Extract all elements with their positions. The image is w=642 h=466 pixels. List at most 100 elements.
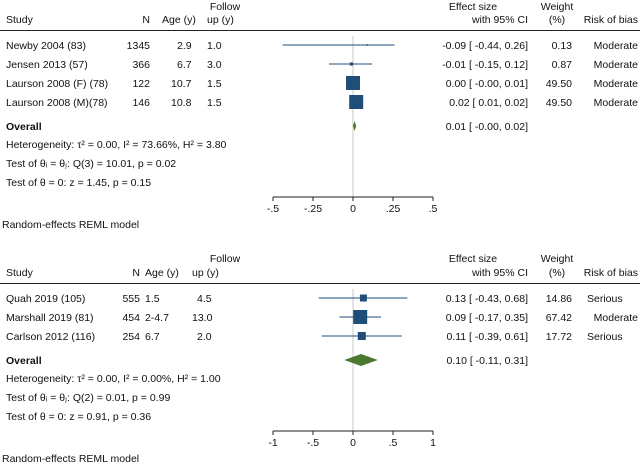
col-follow-top: Follow [209,1,241,13]
x-tick-label: -.25 [304,203,322,215]
study-bias: Serious [587,293,623,305]
study-follow: 2.0 [197,331,212,343]
col-follow-bottom: up (y) [192,267,219,279]
study-n: 122 [132,78,150,90]
col-study: Study [6,267,33,279]
col-follow-top: Follow [209,253,241,265]
col-n: N [132,267,140,279]
study-name: Laurson 2008 (M)(78) [6,97,108,109]
x-tick-label: -.5 [307,437,319,449]
study-name: Quah 2019 (105) [6,293,86,305]
x-tick-label: 0 [350,203,356,215]
x-tick-label: 0 [350,437,356,449]
study-name: Carlson 2012 (116) [6,331,96,343]
study-marker [359,294,367,302]
study-age: 6.7 [145,331,160,343]
study-n: 454 [122,312,140,324]
study-bias: Moderate [593,59,638,71]
test-theta-stat: Test of θ = 0: z = 0.91, p = 0.36 [6,411,152,423]
overall-diamond [353,121,357,131]
study-bias: Moderate [593,40,638,52]
study-marker [346,76,360,90]
test-theta-i-stat: Test of θᵢ = θⱼ: Q(2) = 0.01, p = 0.99 [6,392,171,404]
study-bias: Moderate [593,97,638,109]
study-marker [357,332,366,340]
col-bias: Risk of bias [583,267,638,279]
col-age: Age (y) [162,14,196,26]
overall-label: Overall [6,121,42,133]
heterogeneity-stat: Heterogeneity: τ² = 0.00, I² = 73.66%, H… [6,139,227,151]
study-follow: 1.5 [207,97,222,109]
heterogeneity-stat: Heterogeneity: τ² = 0.00, I² = 0.00%, H²… [6,373,221,385]
study-n: 555 [122,293,140,305]
study-follow: 1.0 [207,40,222,52]
study-age: 6.7 [177,59,192,71]
study-weight: 14.86 [545,293,572,305]
study-es: 0.00 [ -0.00, 0.01] [445,78,528,90]
header-rule [0,283,640,284]
study-n: 1345 [126,40,150,52]
col-es-bottom: with 95% CI [471,267,528,279]
study-weight: 49.50 [545,78,572,90]
col-weight-top: Weight [540,253,574,265]
study-name: Laurson 2008 (F) (78) [6,78,109,90]
study-weight: 67.42 [545,312,572,324]
study-weight: 17.72 [545,331,572,343]
study-marker [366,44,369,46]
study-name: Jensen 2013 (57) [6,59,88,71]
study-weight: 0.13 [551,40,572,52]
col-n: N [142,14,150,26]
model-label: Random-effects REML model [2,219,140,231]
col-es-top: Effect size [448,253,498,265]
study-es: -0.01 [ -0.15, 0.12] [442,59,528,71]
col-es-top: Effect size [448,1,498,13]
overall-es: 0.10 [ -0.11, 0.31] [446,355,528,367]
study-es: 0.02 [ 0.01, 0.02] [449,97,528,109]
study-bias: Moderate [593,312,638,324]
overall-label: Overall [6,355,42,367]
x-tick-label: .5 [389,437,398,449]
x-tick-label: 1 [430,437,436,449]
study-es: 0.09 [ -0.17, 0.35] [445,312,528,324]
col-weight-top: Weight [540,1,574,13]
col-weight-bottom: (%) [548,267,566,279]
study-es: 0.11 [ -0.39, 0.61] [446,331,528,343]
x-tick-label: -.5 [267,203,279,215]
col-age: Age (y) [145,267,179,279]
study-n: 146 [132,97,150,109]
col-es-bottom: with 95% CI [471,14,528,26]
study-bias: Moderate [593,78,638,90]
x-tick-label: .25 [386,203,401,215]
test-theta-i-stat: Test of θᵢ = θⱼ: Q(3) = 10.01, p = 0.02 [6,158,177,170]
col-weight-bottom: (%) [548,14,566,26]
study-weight: 0.87 [551,59,572,71]
overall-es: 0.01 [ -0.00, 0.02] [445,121,528,133]
col-bias: Risk of bias [583,14,638,26]
col-study: Study [6,14,33,26]
study-marker [353,310,368,324]
study-age: 10.8 [171,97,192,109]
study-age: 10.7 [171,78,192,90]
study-age: 1.5 [145,293,160,305]
study-marker [349,62,353,66]
study-follow: 1.5 [207,78,222,90]
study-n: 366 [132,59,150,71]
study-follow: 3.0 [207,59,222,71]
study-es: 0.13 [ -0.43, 0.68] [445,293,528,305]
study-follow: 13.0 [192,312,213,324]
study-n: 254 [122,331,140,343]
test-theta-stat: Test of θ = 0: z = 1.45, p = 0.15 [6,177,152,189]
study-age: 2-4.7 [145,312,169,324]
study-weight: 49.50 [545,97,572,109]
model-label: Random-effects REML model [2,453,140,465]
overall-diamond [344,354,378,366]
study-marker [349,95,364,109]
study-es: -0.09 [ -0.44, 0.26] [442,40,528,52]
study-name: Newby 2004 (83) [6,40,86,52]
study-name: Marshall 2019 (81) [6,312,94,324]
study-bias: Serious [587,331,623,343]
x-tick-label: .5 [429,203,438,215]
study-age: 2.9 [177,40,192,52]
study-follow: 4.5 [197,293,212,305]
